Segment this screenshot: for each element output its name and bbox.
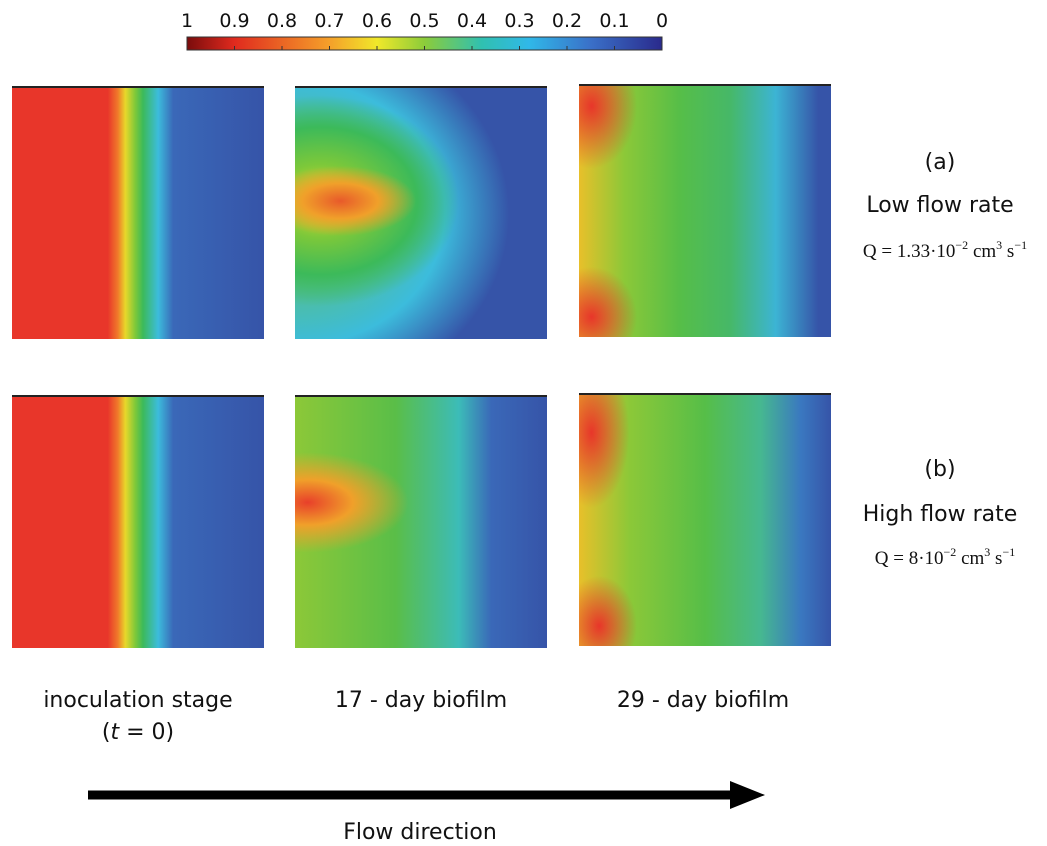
row-name: Low flow rate <box>866 193 1014 218</box>
text: t <box>110 720 120 745</box>
tick-label: 0.7 <box>314 10 344 32</box>
formula-part: Q = 8·10 <box>874 548 944 569</box>
row-label: (a) <box>924 150 956 175</box>
tick-label: 0.9 <box>219 10 249 32</box>
formula-part: 3 <box>984 545 991 559</box>
formula-part: 3 <box>996 238 1003 252</box>
column-subtitle: (t = 0) <box>0 720 276 745</box>
formula-part: cm <box>968 241 997 262</box>
formula-part: s <box>990 548 1003 569</box>
text: ( <box>101 720 111 745</box>
tick-label: 0.2 <box>552 10 582 32</box>
formula-part: −1 <box>1014 238 1028 252</box>
formula-part: cm <box>956 548 985 569</box>
colorbar: 1 0.9 0.8 0.7 0.6 0.5 0.4 0.3 0.2 0.1 0 <box>181 10 668 51</box>
formula-part: −2 <box>955 238 969 252</box>
tick-label: 1 <box>181 10 193 32</box>
formula-part: s <box>1002 241 1015 262</box>
heatmap <box>295 86 547 339</box>
tick-label: 0.6 <box>362 10 392 32</box>
formula: Q = 8·10−2 cm3 s−1 <box>840 545 1047 570</box>
formula-part: Q = 1.33·10 <box>862 241 956 262</box>
tick-label: 0 <box>656 10 668 32</box>
heatmap <box>12 86 264 339</box>
heatmap <box>579 393 831 646</box>
column-title: inoculation stage <box>43 688 233 713</box>
arrow-label: Flow direction <box>343 820 497 845</box>
tick-label: 0.5 <box>409 10 439 32</box>
tick-label: 0.4 <box>457 10 487 32</box>
formula-part: −1 <box>1002 545 1016 559</box>
text: = 0) <box>119 720 175 745</box>
formula-part: −2 <box>943 545 957 559</box>
arrow-head <box>730 781 765 809</box>
column-title: 17 - day biofilm <box>334 688 508 713</box>
column-title: 29 - day biofilm <box>616 688 790 713</box>
row-name: High flow rate <box>862 502 1018 527</box>
tick-label: 0.1 <box>599 10 629 32</box>
formula: Q = 1.33·10−2 cm3 s−1 <box>840 238 1047 263</box>
tick-label: 0.3 <box>504 10 534 32</box>
heatmap <box>12 395 264 648</box>
heatmap <box>295 395 547 648</box>
row-label: (b) <box>924 457 956 482</box>
heatmap <box>579 84 831 337</box>
tick-label: 0.8 <box>267 10 297 32</box>
